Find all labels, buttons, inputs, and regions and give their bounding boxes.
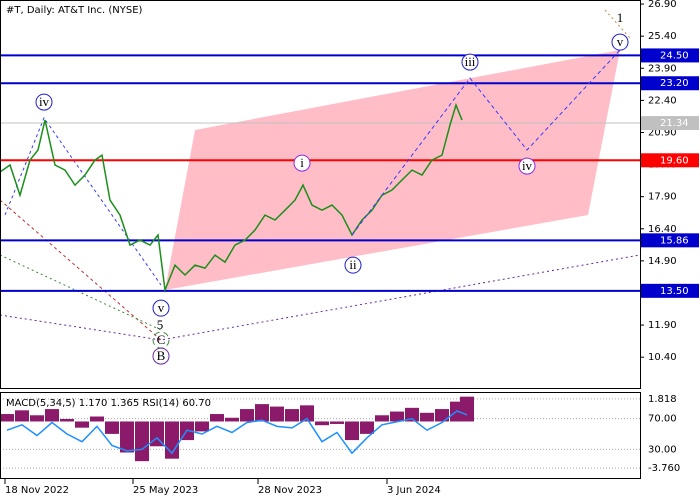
y-tick-label: 17.90 — [648, 192, 677, 203]
macd-bar — [330, 421, 344, 424]
level-tag — [641, 153, 699, 168]
macd-bar — [45, 409, 59, 422]
macd-bar — [90, 416, 104, 422]
y-tick-label: 26.90 — [648, 0, 677, 10]
y-tick-label: 10.40 — [648, 352, 677, 363]
macd-bar — [360, 421, 374, 434]
channel — [165, 50, 620, 290]
wave-label: B — [157, 348, 166, 363]
macd-bar — [270, 406, 284, 422]
macd-bar — [60, 418, 74, 422]
y-tick-label: 16.40 — [648, 224, 677, 235]
x-tick-label: 28 Nov 2023 — [258, 485, 322, 496]
wave-label: iv — [39, 94, 50, 109]
macd-bar — [135, 421, 149, 462]
wave-marker — [35, 93, 53, 111]
price-line — [0, 102, 463, 293]
level-label: 15.86 — [660, 235, 689, 246]
wave-label: C — [157, 332, 166, 347]
macd-bar — [75, 421, 89, 428]
y-tick-label: 25.40 — [648, 31, 677, 42]
wave-marker — [611, 33, 629, 51]
macd-bar — [435, 409, 449, 422]
macd-bar — [460, 396, 474, 422]
wave-label: v — [617, 34, 624, 49]
indicator-tick-label: 70.00 — [648, 414, 677, 425]
macd-bar — [285, 409, 299, 422]
x-tick-label: 25 May 2023 — [133, 485, 198, 496]
macd-bar — [30, 415, 44, 422]
x-tick-label: 3 Jun 2024 — [387, 485, 441, 496]
macd-bar — [195, 421, 209, 432]
macd-bar — [390, 411, 404, 422]
chart-title: #T, Daily: AT&T Inc. (NYSE) — [6, 5, 143, 16]
macd-bar — [225, 417, 239, 422]
level-label: 19.60 — [660, 155, 689, 166]
macd-bar — [255, 404, 269, 422]
macd-bar — [120, 421, 134, 453]
wave-label: 1 — [617, 10, 624, 25]
wave-label: 5 — [157, 317, 164, 332]
wave-marker — [152, 299, 170, 317]
macd-bar — [315, 421, 329, 426]
macd-bar — [210, 414, 224, 422]
y-tick-label: 23.90 — [648, 63, 677, 74]
old-wave-line — [4, 116, 162, 286]
indicator-tick-label: 30.00 — [648, 444, 677, 455]
level-tag — [641, 48, 699, 63]
level-label: 13.50 — [660, 286, 689, 297]
indicator-tick-label: -3.760 — [648, 463, 680, 474]
indicator-tick-label: 1.818 — [648, 394, 677, 405]
macd-bar — [0, 414, 14, 422]
level-tag — [641, 116, 699, 131]
wave-label: v — [158, 300, 165, 315]
level-tag — [641, 76, 699, 91]
macd-bar — [345, 421, 359, 441]
indicator-panel — [0, 392, 641, 479]
y-tick-label: 22.40 — [648, 95, 677, 106]
macd-bar — [300, 405, 314, 422]
forecast-line — [351, 49, 621, 236]
level-label: 24.50 — [660, 50, 689, 61]
y-tick-label: 14.90 — [648, 256, 677, 267]
wave-marker — [344, 256, 362, 274]
level-label: 23.20 — [660, 78, 689, 89]
level-tag — [641, 233, 699, 248]
wave-marker — [152, 347, 170, 365]
wave-label: i — [300, 155, 304, 170]
level-tag — [641, 283, 699, 298]
price-panel — [0, 0, 641, 389]
wave-marker — [293, 154, 311, 172]
wave-marker — [461, 53, 479, 71]
old-wave-line — [604, 9, 631, 39]
wave-label: ii — [349, 257, 357, 272]
indicator-title: MACD(5,34,5) 1.170 1.365 RSI(14) 60.70 — [6, 398, 211, 409]
wave-label: iv — [522, 158, 533, 173]
macd-bar — [375, 415, 389, 422]
macd-bar — [105, 421, 119, 434]
rsi-line — [6, 410, 468, 455]
y-tick-label: 11.90 — [648, 320, 677, 331]
x-tick-label: 18 Nov 2022 — [5, 485, 69, 496]
macd-bar — [240, 409, 254, 422]
wave-marker — [518, 157, 536, 175]
macd-bar — [15, 410, 29, 422]
macd-bar — [405, 407, 419, 422]
macd-bar — [420, 412, 434, 422]
level-label: 21.34 — [660, 118, 689, 129]
wave-label: iii — [465, 54, 476, 69]
y-tick-label: 20.90 — [648, 127, 677, 138]
